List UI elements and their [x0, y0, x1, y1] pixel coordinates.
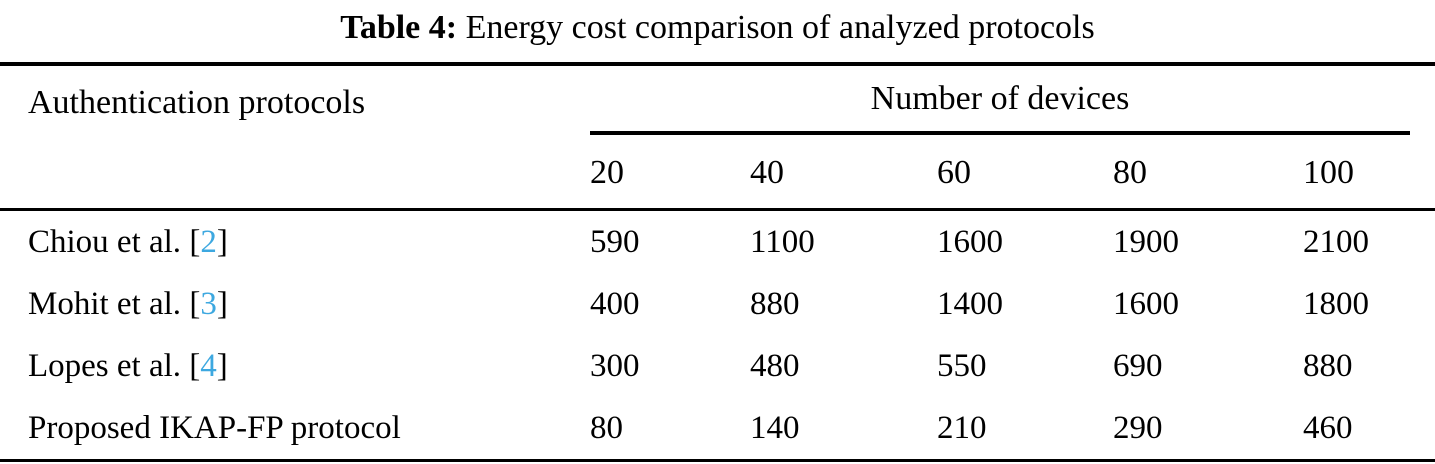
value-cell: 1900 — [1113, 224, 1179, 260]
value-cell: 400 — [590, 286, 640, 322]
energy-cost-table: Authentication protocols Number of devic… — [0, 62, 1435, 462]
value-cell: 290 — [1113, 397, 1303, 462]
value-cell: 80 — [590, 397, 750, 462]
device-count-header-80: 80 — [1113, 135, 1303, 211]
citation-bracket-open: [ — [189, 286, 201, 322]
citation-bracket-close: ] — [216, 286, 228, 322]
value-cell: 1400 — [937, 286, 1003, 322]
citation-bracket-close: ] — [216, 348, 228, 384]
device-count-header-20: 20 — [590, 135, 750, 211]
value-cell: 590 — [590, 224, 640, 260]
table-row-proposed-ikap-fp: Proposed IKAP-FP protocol 80 140 210 290… — [0, 397, 1435, 462]
header-row: Authentication protocols Number of devic… — [0, 64, 1435, 211]
value-cell: 140 — [750, 397, 937, 462]
column-header-authentication-protocols: Authentication protocols — [0, 64, 590, 211]
device-count-header-100: 100 — [1303, 135, 1435, 211]
citation-bracket-open: [ — [189, 348, 201, 384]
protocol-name: Proposed IKAP-FP protocol — [28, 410, 401, 446]
table-caption-text: Energy cost comparison of analyzed proto… — [457, 9, 1095, 46]
value-cell: 2100 — [1303, 224, 1369, 260]
table-row-mohit: Mohit et al. [3] 400 880 1400 1600 1800 — [0, 273, 1435, 335]
value-cell: 1600 — [937, 224, 1003, 260]
value-cell: 480 — [750, 348, 800, 384]
value-cell: 1100 — [750, 224, 815, 260]
protocol-name: Lopes et al. — [28, 348, 190, 384]
value-cell: 460 — [1303, 397, 1435, 462]
value-cell: 550 — [937, 348, 987, 384]
value-cell: 880 — [1303, 348, 1353, 384]
citation-link[interactable]: 3 — [200, 286, 217, 322]
protocol-name: Mohit et al. — [28, 286, 190, 322]
subheader-row: 20 40 60 80 100 — [0, 135, 1435, 211]
column-group-header-number-of-devices: Number of devices — [590, 81, 1411, 135]
table-caption-label: Table 4: — [340, 9, 458, 46]
device-count-header-60: 60 — [937, 135, 1113, 211]
value-cell: 300 — [590, 348, 640, 384]
value-cell: 1600 — [1113, 286, 1179, 322]
table-row-chiou: Chiou et al. [2] 590 1100 1600 1900 2100 — [0, 210, 1435, 274]
citation-link[interactable]: 2 — [200, 224, 217, 260]
citation-link[interactable]: 4 — [200, 348, 217, 384]
protocol-cell: Proposed IKAP-FP protocol — [0, 397, 590, 462]
citation-bracket-close: ] — [216, 224, 228, 260]
protocol-cell: Lopes et al. [4] — [0, 335, 590, 397]
table-caption: Table 4: Energy cost comparison of analy… — [0, 0, 1435, 62]
value-cell: 880 — [750, 286, 800, 322]
value-cell: 210 — [937, 397, 1113, 462]
protocol-cell: Mohit et al. [3] — [0, 273, 590, 335]
table-row-lopes: Lopes et al. [4] 300 480 550 690 880 — [0, 335, 1435, 397]
protocol-name: Chiou et al. — [28, 224, 190, 260]
value-cell: 690 — [1113, 348, 1163, 384]
citation-bracket-open: [ — [189, 224, 201, 260]
span-header-cell: Number of devices — [590, 64, 1435, 135]
value-cell: 1800 — [1303, 286, 1369, 322]
protocol-cell: Chiou et al. [2] — [0, 210, 590, 274]
device-count-header-40: 40 — [750, 135, 937, 211]
